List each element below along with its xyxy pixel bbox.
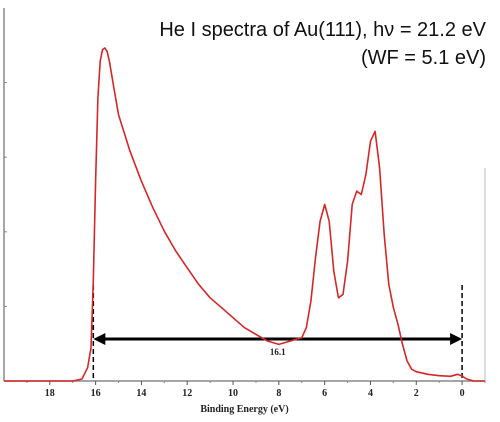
series-layer — [4, 47, 485, 382]
x-axis-label: Binding Energy (eV) — [200, 404, 288, 415]
series-line-0 — [4, 47, 485, 382]
span-arrowhead-left — [93, 333, 106, 345]
x-tick-label-0: 0 — [460, 388, 465, 399]
x-tick-label-10: 10 — [228, 388, 238, 399]
chart-annotation-work-function: (WF = 5.1 eV) — [360, 47, 486, 69]
axes-frame — [3, 8, 486, 382]
x-tick-label-8: 8 — [276, 388, 281, 399]
x-tick-label-4: 4 — [368, 388, 373, 399]
x-tick-label-16: 16 — [91, 388, 101, 399]
binding-energy-span: 16.1 — [92, 285, 463, 381]
chart-annotation-title: He I spectra of Au(111), hν = 21.2 eV — [159, 19, 486, 41]
x-tick-label-14: 14 — [136, 388, 146, 399]
x-tick-label-18: 18 — [45, 388, 55, 399]
x-axis-ticks: 18 16 14 12 10 8 6 4 2 0 — [26, 381, 486, 399]
x-tick-label-6: 6 — [322, 388, 327, 399]
span-arrowhead-right — [450, 333, 463, 345]
x-tick-label-12: 12 — [182, 388, 192, 399]
span-label: 16.1 — [270, 347, 286, 357]
x-tick-label-2: 2 — [414, 388, 419, 399]
